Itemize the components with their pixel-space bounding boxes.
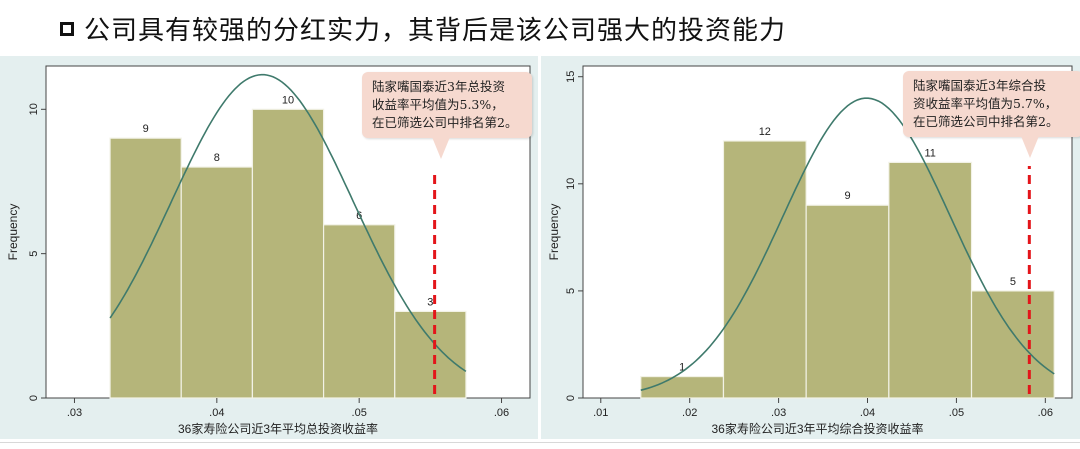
- bar-value-label: 10: [282, 94, 294, 106]
- normal-density-curve: [640, 97, 1055, 391]
- y-tick-label: 5: [565, 288, 577, 294]
- x-axis-label: 36家寿险公司近3年平均总投资收益率: [178, 421, 378, 436]
- y-tick-label: 0: [28, 395, 40, 401]
- y-axis-label: Frequency: [547, 204, 561, 261]
- checkbox-bullet-icon: [60, 21, 74, 36]
- x-tick-label: .02: [682, 407, 697, 419]
- bar-value-label: 9: [844, 190, 850, 202]
- annotation-callout-right: 陆家嘴国泰近3年综合投 资收益率平均值为5.7%， 在已筛选公司中排名第2。: [903, 71, 1080, 158]
- callout-tail: [432, 137, 450, 159]
- y-tick-label: 10: [28, 103, 40, 115]
- annotation-line: 陆家嘴国泰近3年综合投: [913, 78, 1046, 93]
- bar-value-label: 3: [427, 296, 433, 308]
- bar-value-label: 5: [1010, 276, 1016, 288]
- annotation-line: 在已筛选公司中排名第2。: [913, 114, 1059, 129]
- x-tick-label: .05: [949, 407, 964, 419]
- normal-density-curve: [109, 73, 467, 373]
- bar-value-label: 8: [214, 152, 220, 164]
- x-tick-label: .04: [860, 407, 875, 419]
- slide-title: 公司具有较强的分红实力，其背后是该公司强大的投资能力: [60, 10, 786, 47]
- x-tick-label: .05: [352, 407, 367, 419]
- annotation-line: 在已筛选公司中排名第2。: [372, 115, 518, 130]
- bar-value-label: 12: [759, 126, 771, 138]
- x-tick-label: .06: [1038, 407, 1053, 419]
- annotation-line: 资收益率平均值为5.7%，: [913, 96, 1058, 111]
- x-axis-label: 36家寿险公司近3年平均综合投资收益率: [711, 421, 923, 436]
- bar-value-label: 9: [143, 123, 149, 135]
- x-tick-label: .03: [67, 407, 82, 419]
- histogram-bar: [251, 108, 325, 399]
- annotation-line: 陆家嘴国泰近3年总投资: [372, 79, 505, 94]
- x-tick-label: .06: [494, 407, 509, 419]
- y-tick-label: 0: [565, 395, 577, 401]
- annotation-callout-left: 陆家嘴国泰近3年总投资 收益率平均值为5.3%， 在已筛选公司中排名第2。: [362, 72, 532, 159]
- page-title: 公司具有较强的分红实力，其背后是该公司强大的投资能力: [84, 16, 787, 46]
- histogram-bar: [180, 166, 254, 399]
- y-tick-label: 10: [565, 178, 577, 190]
- x-tick-label: .01: [593, 407, 608, 419]
- y-tick-label: 5: [28, 251, 40, 257]
- callout-tail: [1021, 136, 1039, 158]
- bottom-divider: [0, 442, 1080, 443]
- y-tick-label: 15: [565, 71, 577, 83]
- histogram-bar: [722, 140, 807, 399]
- histogram-bar: [805, 204, 890, 399]
- histogram-bar: [322, 224, 396, 399]
- bar-value-label: 11: [924, 147, 935, 159]
- histogram-bar: [394, 310, 467, 399]
- annotation-line: 收益率平均值为5.3%，: [372, 97, 504, 112]
- histogram-bar: [970, 290, 1055, 399]
- chart-panel-left: 9 8 10 6 3 0 5 10.03.04.05.06 36家寿险公司近3年平均总投资收益率…: [0, 56, 538, 439]
- chart-panel-right: 1 12 9 11 5 0 5 10 15 .01 .02 .03 .04 .05 .06 36家寿险公司近3…: [541, 56, 1080, 439]
- histogram-bar: [888, 161, 973, 399]
- bar-value-label: 1: [679, 362, 685, 374]
- y-axis-label: Frequency: [6, 204, 20, 261]
- histogram-bar: [109, 137, 182, 399]
- x-tick-label: .04: [209, 407, 224, 419]
- x-tick-label: .03: [771, 407, 786, 419]
